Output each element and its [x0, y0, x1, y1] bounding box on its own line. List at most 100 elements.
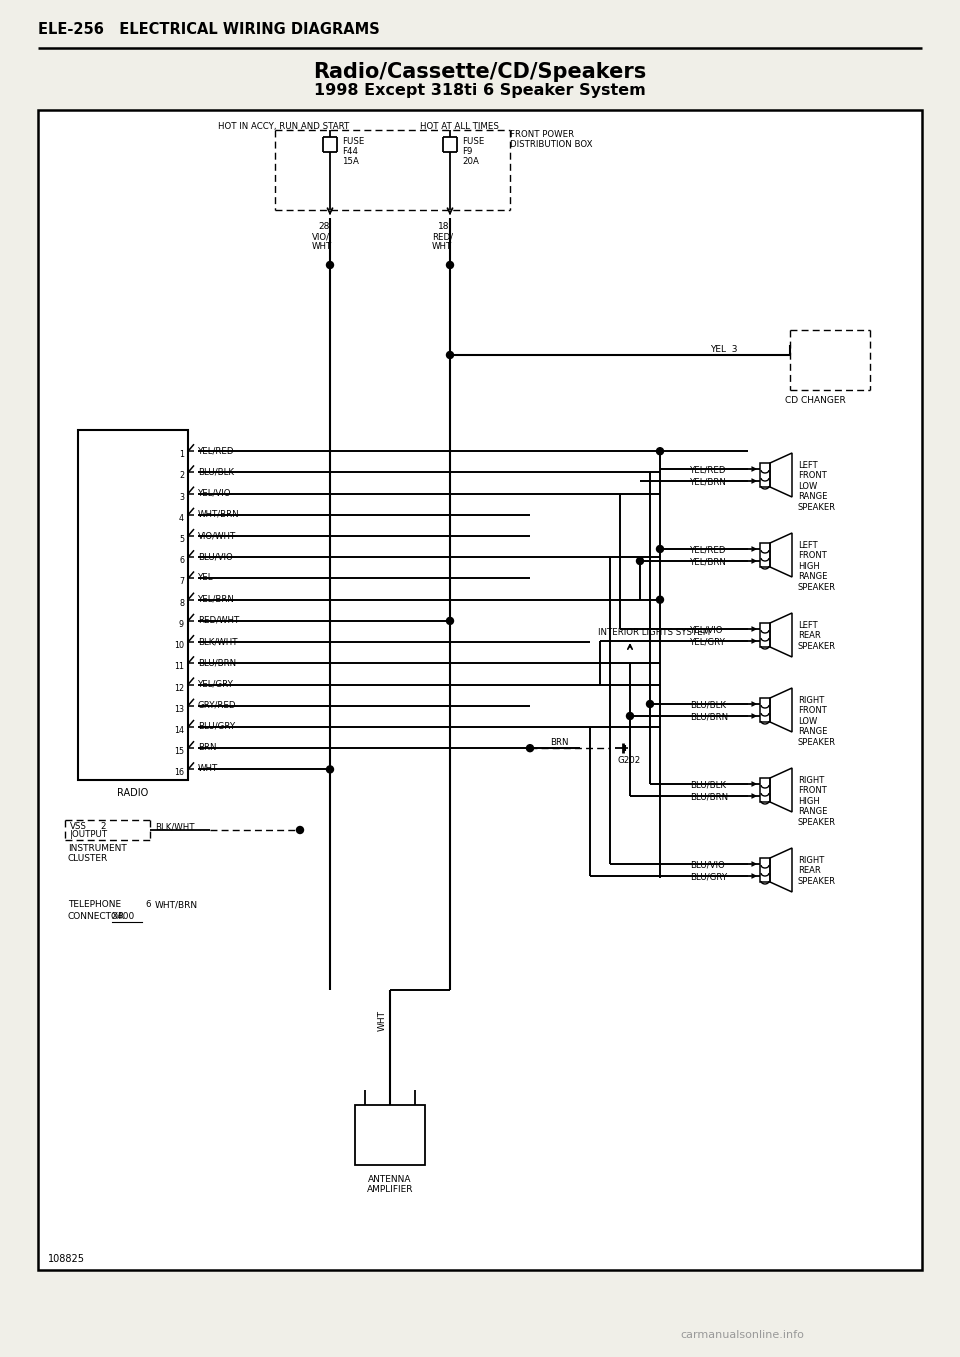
Text: YEL/BRN: YEL/BRN: [690, 556, 727, 566]
Text: carmanualsonline.info: carmanualsonline.info: [680, 1330, 804, 1339]
Text: YEL/RED: YEL/RED: [198, 446, 234, 455]
Text: 15A: 15A: [342, 157, 359, 166]
Text: RIGHT
FRONT
LOW
RANGE
SPEAKER: RIGHT FRONT LOW RANGE SPEAKER: [798, 696, 836, 746]
Text: Radio/Cassette/CD/Speakers: Radio/Cassette/CD/Speakers: [313, 62, 647, 81]
Text: X400: X400: [112, 912, 135, 921]
Text: BRN: BRN: [198, 744, 217, 752]
Text: 15: 15: [174, 748, 184, 756]
Bar: [760, 858, 770, 882]
Text: 2: 2: [100, 822, 106, 830]
Text: HOT IN ACCY, RUN AND START: HOT IN ACCY, RUN AND START: [218, 122, 349, 132]
Text: WHT/BRN: WHT/BRN: [155, 900, 198, 909]
Text: 1998 Except 318ti 6 Speaker System: 1998 Except 318ti 6 Speaker System: [314, 83, 646, 98]
Text: YEL/GRY: YEL/GRY: [690, 636, 726, 646]
Text: BLU/GRY: BLU/GRY: [690, 873, 727, 881]
Text: RED/WHT: RED/WHT: [198, 616, 239, 626]
Text: YEL/BRN: YEL/BRN: [690, 478, 727, 486]
Circle shape: [526, 745, 534, 752]
Circle shape: [646, 700, 654, 707]
Text: 5: 5: [179, 535, 184, 544]
Text: TELEPHONE: TELEPHONE: [68, 900, 121, 909]
Text: BLK/WHT: BLK/WHT: [198, 638, 237, 646]
Text: 6: 6: [179, 556, 184, 566]
Text: BLU/BLK: BLU/BLK: [690, 700, 726, 708]
Text: |OUTPUT: |OUTPUT: [70, 830, 108, 839]
Text: 2: 2: [179, 471, 184, 480]
Text: VIO/: VIO/: [312, 232, 330, 242]
Text: YEL/GRY: YEL/GRY: [198, 680, 234, 688]
Text: BLU/VIO: BLU/VIO: [690, 860, 725, 868]
Bar: [760, 778, 770, 802]
Text: 16: 16: [174, 768, 184, 778]
Text: RADIO: RADIO: [117, 788, 149, 798]
Text: WHT: WHT: [378, 1010, 387, 1031]
Text: BLU/BRN: BLU/BRN: [690, 792, 728, 801]
Circle shape: [446, 617, 453, 624]
Text: 8: 8: [179, 598, 184, 608]
Bar: [760, 543, 770, 567]
Text: RIGHT
REAR
SPEAKER: RIGHT REAR SPEAKER: [798, 856, 836, 886]
Circle shape: [297, 826, 303, 833]
Bar: [38, 110, 922, 1270]
Text: FUSE: FUSE: [342, 137, 365, 147]
Text: 108825: 108825: [48, 1254, 85, 1263]
Text: BLU/BRN: BLU/BRN: [198, 658, 236, 668]
Text: F9: F9: [462, 147, 472, 156]
Text: G202: G202: [617, 756, 640, 765]
Text: BLK/WHT: BLK/WHT: [155, 822, 195, 830]
Bar: [760, 623, 770, 647]
Circle shape: [326, 765, 333, 773]
Text: 10: 10: [174, 641, 184, 650]
Text: WHT/BRN: WHT/BRN: [198, 510, 240, 518]
Text: FUSE: FUSE: [462, 137, 485, 147]
Text: RED/: RED/: [432, 232, 453, 242]
Bar: [355, 1105, 425, 1166]
Text: INTERIOR LIGHTS SYSTEM: INTERIOR LIGHTS SYSTEM: [598, 628, 710, 638]
Text: F44: F44: [342, 147, 358, 156]
Text: BLU/GRY: BLU/GRY: [198, 722, 235, 731]
Text: ELE-256   ELECTRICAL WIRING DIAGRAMS: ELE-256 ELECTRICAL WIRING DIAGRAMS: [38, 22, 380, 37]
Circle shape: [326, 262, 333, 269]
Text: YEL/BRN: YEL/BRN: [198, 594, 235, 604]
Text: 7: 7: [179, 578, 184, 586]
Text: BLU/BLK: BLU/BLK: [198, 467, 234, 476]
Text: WHT: WHT: [198, 764, 218, 773]
Text: CD CHANGER: CD CHANGER: [785, 396, 846, 404]
Text: 12: 12: [174, 684, 184, 692]
Circle shape: [657, 596, 663, 604]
Text: 20A: 20A: [462, 157, 479, 166]
Text: VIO/WHT: VIO/WHT: [198, 531, 236, 540]
Text: 13: 13: [174, 704, 184, 714]
Text: ANTENNA
AMPLIFIER: ANTENNA AMPLIFIER: [367, 1175, 413, 1194]
Text: 14: 14: [174, 726, 184, 735]
Text: LEFT
REAR
SPEAKER: LEFT REAR SPEAKER: [798, 622, 836, 651]
Text: 11: 11: [174, 662, 184, 672]
Text: YEL/VIO: YEL/VIO: [690, 626, 724, 634]
Circle shape: [636, 558, 643, 565]
Circle shape: [627, 712, 634, 719]
Text: BLU/BLK: BLU/BLK: [690, 780, 726, 788]
Text: 4: 4: [179, 514, 184, 522]
Text: RIGHT
FRONT
HIGH
RANGE
SPEAKER: RIGHT FRONT HIGH RANGE SPEAKER: [798, 776, 836, 826]
Text: FRONT POWER: FRONT POWER: [510, 130, 574, 138]
Text: 3: 3: [179, 493, 184, 502]
Text: WHT: WHT: [312, 242, 332, 251]
Text: 28: 28: [318, 223, 329, 231]
Text: LEFT
FRONT
HIGH
RANGE
SPEAKER: LEFT FRONT HIGH RANGE SPEAKER: [798, 541, 836, 592]
Circle shape: [446, 262, 453, 269]
Text: BLU/VIO: BLU/VIO: [198, 552, 232, 562]
Bar: [760, 463, 770, 487]
Text: YEL/RED: YEL/RED: [690, 546, 727, 554]
Bar: [78, 430, 188, 780]
Text: YEL/VIO: YEL/VIO: [198, 489, 231, 498]
Text: BRN: BRN: [550, 738, 568, 748]
Circle shape: [657, 546, 663, 552]
Text: LEFT
FRONT
LOW
RANGE
SPEAKER: LEFT FRONT LOW RANGE SPEAKER: [798, 461, 836, 512]
Text: HOT AT ALL TIMES: HOT AT ALL TIMES: [420, 122, 499, 132]
Bar: [760, 697, 770, 722]
Text: CONNECTOR: CONNECTOR: [68, 912, 125, 921]
Circle shape: [657, 448, 663, 455]
Text: 9: 9: [179, 620, 184, 628]
Text: INSTRUMENT
CLUSTER: INSTRUMENT CLUSTER: [68, 844, 127, 863]
Text: YEL  3: YEL 3: [710, 345, 737, 354]
